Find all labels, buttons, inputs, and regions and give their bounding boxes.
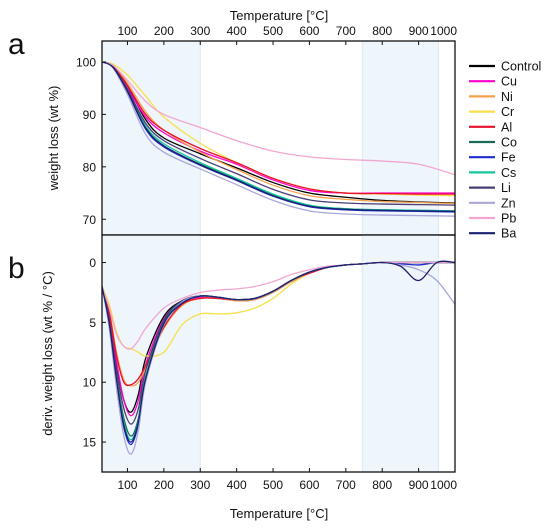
x-tick-label-b-100: 100 (117, 478, 137, 492)
x-tick-label-a-300: 300 (190, 24, 210, 38)
x-tick-label-b-600: 600 (299, 478, 319, 492)
legend-label-cs: Cs (501, 166, 516, 180)
top-x-axis-title: Temperature [°C] (230, 8, 328, 23)
x-tick-label-b-300: 300 (190, 478, 210, 492)
series-line-a-zn (102, 61, 455, 217)
y-tick-label-b-10: 10 (83, 376, 97, 390)
series-group-b (102, 260, 455, 455)
series-line-a-al (102, 61, 455, 195)
y-axis-title-b: deriv. weight loss (wt % / °C) (40, 271, 55, 436)
series-line-a-ba (102, 61, 455, 213)
series-line-b-ba (102, 260, 455, 443)
legend-label-control: Control (501, 60, 541, 74)
x-tick-label-a-500: 500 (263, 24, 283, 38)
x-tick-label-a-600: 600 (299, 24, 319, 38)
legend-label-fe: Fe (501, 151, 516, 165)
series-line-a-ni (102, 61, 455, 205)
x-tick-label-a-700: 700 (336, 24, 356, 38)
y-tick-label-a-80: 80 (83, 160, 97, 174)
plot-frame-b (101, 234, 456, 473)
x-tick-label-a-400: 400 (227, 24, 247, 38)
x-tick-label-a-100: 100 (117, 24, 137, 38)
x-tick-label-b-900: 900 (409, 478, 429, 492)
panel-a: 70 80 90 100 100 200 300 400 500 600 700 800 900 1000… (46, 24, 457, 236)
x-tick-label-b-1000: 1000 (430, 478, 457, 492)
legend-label-ba: Ba (501, 227, 516, 241)
x-tick-label-b-700: 700 (336, 478, 356, 492)
x-tick-label-b-400: 400 (227, 478, 247, 492)
panel-a-letter: a (8, 28, 25, 61)
series-line-a-pb (102, 61, 455, 176)
legend-label-cr: Cr (501, 105, 514, 119)
x-tick-label-a-1000: 1000 (430, 24, 457, 38)
x-tick-label-b-500: 500 (263, 478, 283, 492)
y-tick-label-a-90: 90 (83, 108, 97, 122)
y-axis-title-a: weight loss (wt %) (46, 86, 61, 192)
legend-label-ni: Ni (501, 90, 513, 104)
y-tick-label-b-0: 0 (89, 256, 96, 270)
x-tick-label-a-200: 200 (154, 24, 174, 38)
shaded-region-b-2 (362, 235, 439, 472)
bottom-x-axis-title: Temperature [°C] (230, 506, 328, 521)
y-tick-label-a-100: 100 (76, 55, 96, 69)
y-tick-label-b-5: 5 (89, 316, 96, 330)
legend-label-li: Li (501, 181, 511, 195)
legend-label-pb: Pb (501, 212, 516, 226)
x-tick-label-a-800: 800 (372, 24, 392, 38)
x-tick-label-a-900: 900 (409, 24, 429, 38)
legend-label-cu: Cu (501, 75, 517, 89)
x-tick-label-b-200: 200 (154, 478, 174, 492)
panel-b: 0 5 10 15 100 200 300 400 500 600 700 800 900 1000 der… (40, 234, 457, 492)
panel-b-letter: b (8, 252, 25, 285)
series-line-a-li (102, 61, 455, 206)
legend-label-zn: Zn (501, 196, 516, 210)
series-group-a (102, 61, 455, 217)
legend-label-co: Co (501, 136, 517, 150)
y-tick-label-a-70: 70 (83, 213, 97, 227)
y-tick-label-b-15: 15 (83, 436, 97, 450)
x-tick-label-b-800: 800 (372, 478, 392, 492)
shaded-region-a-2 (362, 41, 439, 235)
legend-label-al: Al (501, 120, 512, 134)
